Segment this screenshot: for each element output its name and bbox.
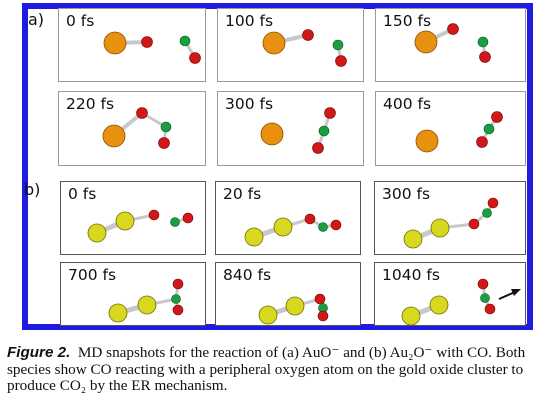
molecule-illustration — [262, 29, 347, 67]
snapshot-time-label: 300 fs — [225, 95, 274, 113]
molecule-illustration — [87, 209, 194, 243]
caption-text: MD snapshots for the reaction of (a) AuO… — [7, 344, 526, 394]
snapshot-panel-b2: 20 fs — [215, 181, 361, 255]
snapshot-panel-b6: 1040 fs — [374, 262, 526, 326]
snapshot-time-label: 150 fs — [383, 12, 432, 30]
arrow-icon — [498, 289, 521, 300]
snapshot-time-label: 20 fs — [223, 185, 262, 203]
molecule-illustration — [415, 111, 503, 153]
snapshot-time-label: 220 fs — [66, 95, 115, 113]
snapshot-time-label: 840 fs — [223, 266, 272, 284]
molecule-illustration — [403, 197, 499, 249]
snapshot-time-label: 0 fs — [66, 12, 95, 30]
panel-a-label: a) — [28, 10, 45, 29]
snapshot-panel-b1: 0 fs — [60, 181, 206, 255]
snapshot-time-label: 1040 fs — [382, 266, 440, 284]
snapshot-panel-b5: 840 fs — [215, 262, 361, 326]
molecule-illustration — [258, 293, 329, 325]
snapshot-panel-a2: 100 fs — [217, 8, 364, 82]
snapshot-time-label: 0 fs — [68, 185, 97, 203]
snapshot-panel-a1: 0 fs — [58, 8, 206, 82]
molecule-illustration — [401, 278, 496, 326]
panel-b-label: b) — [24, 180, 41, 199]
snapshot-panel-a5: 300 fs — [217, 91, 364, 166]
molecule-illustration — [244, 213, 342, 247]
snapshot-panel-a6: 400 fs — [375, 91, 526, 166]
molecule-illustration — [108, 278, 184, 323]
snapshot-panel-b4: 700 fs — [60, 262, 206, 326]
molecule-illustration — [102, 107, 172, 149]
snapshot-panel-a4: 220 fs — [58, 91, 206, 166]
snapshot-time-label: 700 fs — [68, 266, 117, 284]
snapshot-time-label: 100 fs — [225, 12, 274, 30]
snapshot-panel-b3: 300 fs — [374, 181, 526, 255]
figure-caption: Figure 2. MD snapshots for the reaction … — [7, 344, 552, 395]
snapshot-panel-a3: 150 fs — [375, 8, 526, 82]
figure-label: Figure 2. — [7, 344, 71, 361]
molecule-illustration — [414, 23, 491, 63]
molecule-illustration — [103, 31, 201, 64]
molecule-illustration — [260, 107, 336, 154]
snapshot-time-label: 300 fs — [382, 185, 431, 203]
snapshot-time-label: 400 fs — [383, 95, 432, 113]
